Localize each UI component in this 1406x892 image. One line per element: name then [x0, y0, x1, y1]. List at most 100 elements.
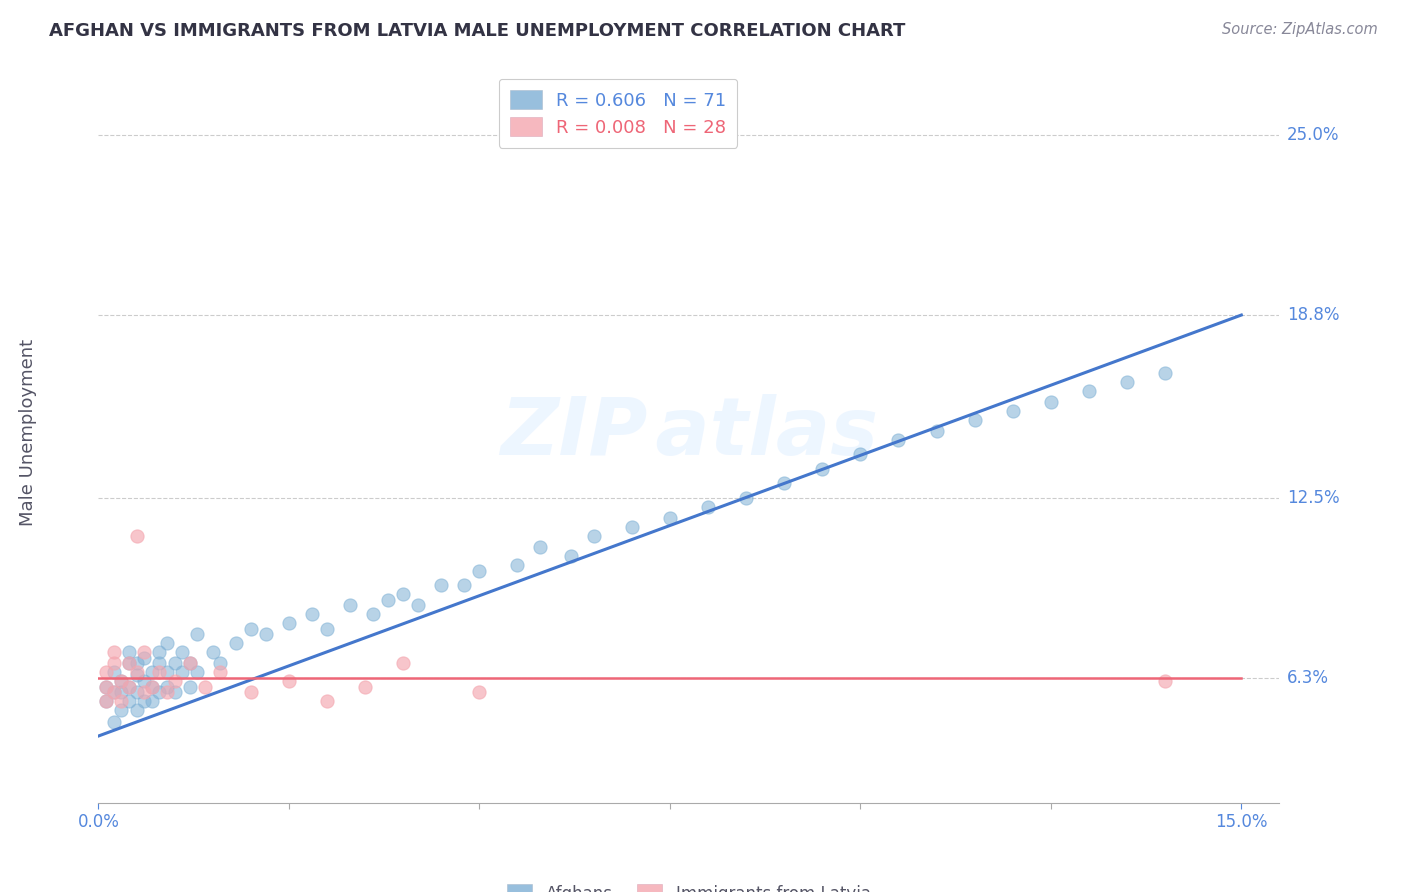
Point — [110, 694, 132, 708]
Point — [209, 657, 232, 671]
Point — [254, 627, 277, 641]
Point — [172, 665, 194, 680]
Point — [134, 645, 156, 659]
Point — [163, 685, 186, 699]
Point — [94, 694, 117, 708]
Point — [103, 645, 125, 659]
Point — [134, 694, 156, 708]
Point — [118, 657, 141, 671]
Point — [156, 680, 179, 694]
Point — [316, 622, 339, 636]
Point — [103, 714, 125, 729]
Point — [118, 680, 141, 694]
Legend: Afghans, Immigrants from Latvia: Afghans, Immigrants from Latvia — [501, 878, 877, 892]
Point — [186, 665, 208, 680]
Point — [811, 462, 834, 476]
Point — [118, 657, 141, 671]
Point — [225, 636, 247, 650]
Point — [697, 500, 720, 514]
Point — [392, 657, 415, 671]
Point — [179, 680, 201, 694]
Point — [125, 657, 148, 671]
Point — [134, 673, 156, 688]
Point — [277, 615, 299, 630]
Point — [1039, 395, 1062, 409]
Point — [156, 685, 179, 699]
Point — [134, 685, 156, 699]
Point — [141, 665, 163, 680]
Point — [658, 511, 681, 525]
Point — [339, 599, 361, 613]
Point — [408, 599, 430, 613]
Point — [849, 447, 872, 461]
Point — [316, 694, 339, 708]
Point — [110, 703, 132, 717]
Point — [148, 657, 170, 671]
Point — [94, 665, 117, 680]
Point — [194, 680, 217, 694]
Point — [735, 491, 758, 505]
Point — [186, 627, 208, 641]
Point — [134, 650, 156, 665]
Point — [148, 665, 170, 680]
Point — [1078, 384, 1101, 398]
Point — [887, 433, 910, 447]
Point — [925, 424, 948, 438]
Point — [377, 592, 399, 607]
Text: 6.3%: 6.3% — [1286, 669, 1329, 687]
Point — [301, 607, 323, 621]
Point — [148, 685, 170, 699]
Point — [620, 520, 643, 534]
Point — [94, 694, 117, 708]
Text: ZIP atlas: ZIP atlas — [501, 393, 877, 472]
Point — [110, 673, 132, 688]
Point — [118, 680, 141, 694]
Point — [963, 412, 986, 426]
Point — [1001, 404, 1024, 418]
Point — [773, 476, 796, 491]
Point — [163, 657, 186, 671]
Text: 18.8%: 18.8% — [1286, 306, 1340, 324]
Text: AFGHAN VS IMMIGRANTS FROM LATVIA MALE UNEMPLOYMENT CORRELATION CHART: AFGHAN VS IMMIGRANTS FROM LATVIA MALE UN… — [49, 22, 905, 40]
Point — [141, 680, 163, 694]
Point — [148, 645, 170, 659]
Point — [125, 529, 148, 543]
Point — [277, 673, 299, 688]
Point — [201, 645, 224, 659]
Point — [1116, 375, 1139, 389]
Point — [1154, 366, 1177, 380]
Point — [209, 665, 232, 680]
Point — [94, 680, 117, 694]
Point — [163, 673, 186, 688]
Point — [354, 680, 377, 694]
Point — [103, 657, 125, 671]
Point — [239, 622, 262, 636]
Point — [529, 541, 551, 555]
Point — [392, 587, 415, 601]
Point — [103, 685, 125, 699]
Text: Male Unemployment: Male Unemployment — [18, 339, 37, 526]
Point — [453, 578, 475, 592]
Point — [179, 657, 201, 671]
Point — [468, 564, 491, 578]
Point — [118, 694, 141, 708]
Text: Source: ZipAtlas.com: Source: ZipAtlas.com — [1222, 22, 1378, 37]
Point — [125, 685, 148, 699]
Point — [118, 645, 141, 659]
Point — [156, 636, 179, 650]
Point — [560, 549, 582, 563]
Point — [172, 645, 194, 659]
Point — [103, 665, 125, 680]
Point — [156, 665, 179, 680]
Text: 12.5%: 12.5% — [1286, 489, 1340, 507]
Point — [430, 578, 453, 592]
Point — [582, 529, 605, 543]
Point — [125, 703, 148, 717]
Point — [179, 657, 201, 671]
Point — [103, 685, 125, 699]
Point — [141, 680, 163, 694]
Point — [239, 685, 262, 699]
Point — [506, 558, 529, 572]
Point — [361, 607, 384, 621]
Point — [125, 665, 148, 680]
